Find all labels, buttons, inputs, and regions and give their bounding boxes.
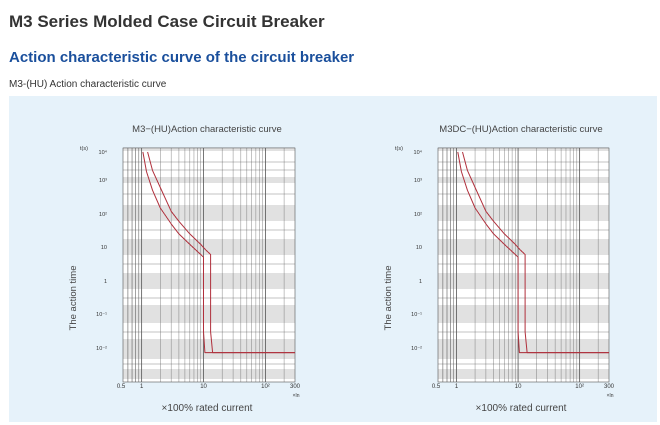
chart-2-series-2-line <box>462 151 609 354</box>
chart-2-y-tick-label: 1 <box>419 279 422 285</box>
chart-2-y-tick-label: 10 <box>416 245 422 251</box>
chart-1-x-tick-label: 0.5 <box>117 384 126 390</box>
chart-2-y-axis-label: The action time <box>383 266 394 331</box>
chart-1-y-axis-label: The action time <box>68 266 79 331</box>
chart-2-y-tick-label: 10⁴ <box>414 149 423 156</box>
chart-2-plot-area <box>437 147 610 383</box>
chart-1-plot-area <box>122 147 296 383</box>
chart-1-y-tick-label: 10⁻¹ <box>96 312 107 318</box>
chart-1-series-1-line <box>142 151 295 354</box>
chart-1-x-tick-label: 10² <box>261 384 270 390</box>
chart-2-y-unit: t(s) <box>395 146 403 152</box>
chart-1-x-axis-label: ×100% rated current <box>162 403 253 414</box>
chart-2-x-tick-label: 10 <box>515 384 522 390</box>
chart-2-y-tick-label: 10⁻¹ <box>411 312 422 318</box>
chart-2-x-tick-label: 0.5 <box>432 384 441 390</box>
chart-2-x-tick-label: 300 <box>604 384 615 390</box>
chart-2-x-tick-label: 1 <box>455 384 459 390</box>
section-title: Action characteristic curve of the circu… <box>9 49 355 66</box>
chart-panel: M3−(HU)Action characteristic curve t(s) 10… <box>9 96 657 422</box>
chart-2-series-1-line <box>457 151 609 354</box>
chart-1-y-unit: t(s) <box>80 146 88 152</box>
charts-svg: M3−(HU)Action characteristic curvet(s)10… <box>68 124 615 414</box>
chart-2-y-tick-label: 10⁻² <box>411 346 422 352</box>
chart-1-title: M3−(HU)Action characteristic curve <box>132 124 282 135</box>
chart-1-x-unit: ×In <box>292 393 299 399</box>
chart-1-y-tick-label: 10³ <box>99 178 107 184</box>
chart-1-x-tick-label: 10 <box>200 384 207 390</box>
chart-1-x-tick-label: 300 <box>290 384 301 390</box>
chart-subtitle: M3-(HU) Action characteristic curve <box>9 79 167 90</box>
chart-2-y-tick-label: 10³ <box>414 178 422 184</box>
chart-2-x-unit: ×In <box>606 393 613 399</box>
chart-1-y-tick-label: 10 <box>101 245 107 251</box>
chart-2-title: M3DC−(HU)Action characteristic curve <box>439 124 602 135</box>
chart-2-y-tick-label: 10² <box>414 212 422 218</box>
chart-1-y-tick-label: 10² <box>99 212 107 218</box>
chart-1-y-tick-label: 10⁴ <box>99 149 108 156</box>
chart-1-series-2-line <box>147 151 295 354</box>
page-title: M3 Series Molded Case Circuit Breaker <box>9 12 325 31</box>
chart-1-y-tick-label: 1 <box>104 279 107 285</box>
chart-2-x-axis-label: ×100% rated current <box>476 403 567 414</box>
chart-1-y-tick-label: 10⁻² <box>96 346 107 352</box>
chart-2-x-tick-label: 10² <box>575 384 584 390</box>
chart-1-x-tick-label: 1 <box>140 384 144 390</box>
